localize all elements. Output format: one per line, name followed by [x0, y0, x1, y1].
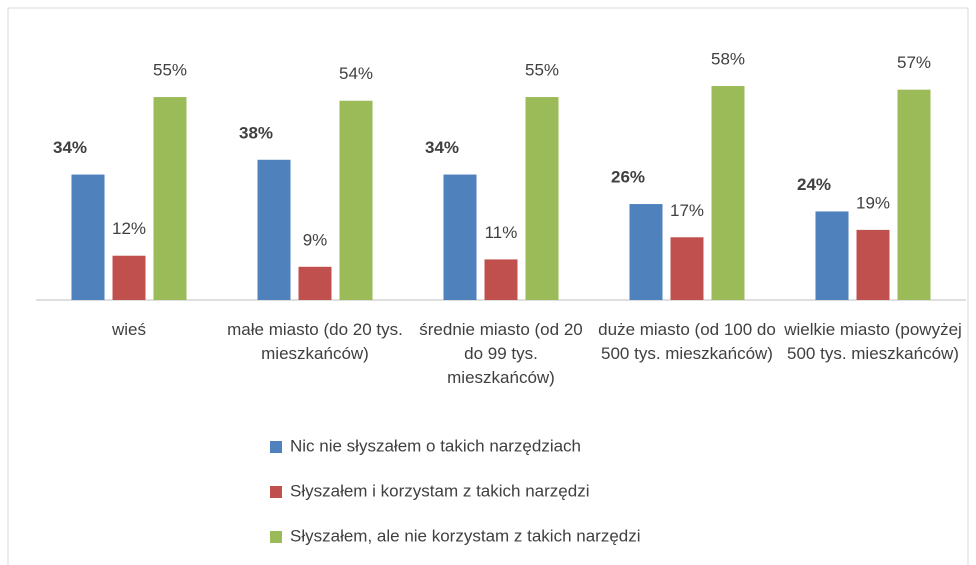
bar — [257, 159, 291, 300]
bar — [897, 89, 931, 300]
x-tick-label: wielkie miasto (powyżej 500 tys. mieszka… — [784, 320, 962, 363]
legend-swatch — [270, 441, 282, 453]
bar — [670, 237, 704, 300]
legend-swatch — [270, 486, 282, 498]
data-label: 12% — [112, 219, 146, 238]
legend-label: Nic nie słyszałem o takich narzędziach — [290, 436, 581, 455]
data-label: 54% — [339, 64, 373, 83]
data-label: 58% — [711, 49, 745, 68]
legend-label: Słyszałem, ale nie korzystam z takich na… — [290, 526, 641, 545]
bar — [856, 229, 890, 300]
bar — [153, 97, 187, 300]
data-label: 17% — [670, 201, 704, 220]
x-tick-label: duże miasto (od 100 do 500 tys. mieszkań… — [598, 320, 776, 363]
x-tick-label: średnie miasto (od 20 do 99 tys. mieszka… — [419, 320, 583, 387]
data-label: 55% — [153, 61, 187, 80]
data-label: 19% — [856, 193, 890, 212]
bar — [629, 204, 663, 300]
data-label: 11% — [485, 223, 518, 242]
bar — [112, 255, 146, 300]
bar — [525, 97, 559, 300]
x-tick-label: wieś — [111, 320, 146, 339]
bar — [484, 259, 518, 300]
legend-label: Słyszałem i korzystam z takich narzędzi — [290, 481, 589, 500]
bar — [298, 266, 332, 300]
bar — [339, 100, 373, 301]
data-label: 24% — [797, 175, 831, 194]
bar — [71, 174, 105, 300]
data-label: 38% — [239, 123, 273, 142]
x-tick-label: małe miasto (do 20 tys. mieszkańców) — [227, 320, 403, 363]
data-label: 57% — [897, 53, 931, 72]
data-label: 9% — [303, 230, 328, 249]
legend-swatch — [270, 531, 282, 543]
bar — [711, 85, 745, 300]
data-label: 34% — [53, 138, 87, 157]
data-label: 34% — [425, 138, 459, 157]
bar — [815, 211, 849, 300]
bar — [443, 174, 477, 300]
data-label: 55% — [525, 61, 559, 80]
data-label: 26% — [611, 168, 645, 187]
frame — [7, 7, 969, 565]
